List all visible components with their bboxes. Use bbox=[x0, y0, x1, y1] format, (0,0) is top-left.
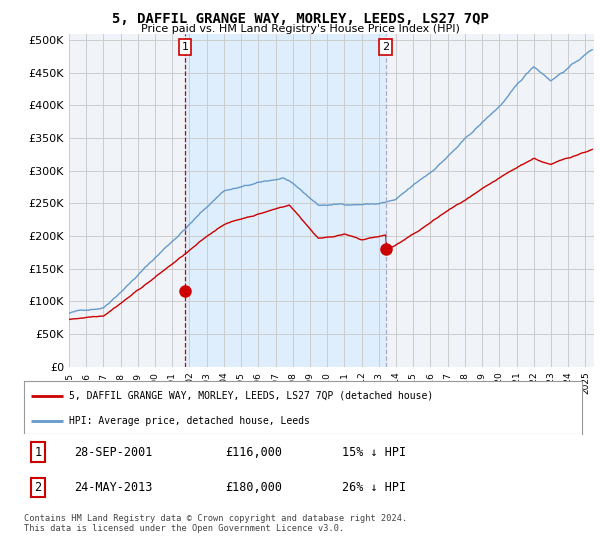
Text: 2: 2 bbox=[382, 42, 389, 52]
Text: 28-SEP-2001: 28-SEP-2001 bbox=[74, 446, 152, 459]
Text: 24-MAY-2013: 24-MAY-2013 bbox=[74, 481, 152, 494]
Text: 2: 2 bbox=[34, 481, 41, 494]
Text: £180,000: £180,000 bbox=[225, 481, 282, 494]
Text: 5, DAFFIL GRANGE WAY, MORLEY, LEEDS, LS27 7QP: 5, DAFFIL GRANGE WAY, MORLEY, LEEDS, LS2… bbox=[112, 12, 488, 26]
Text: HPI: Average price, detached house, Leeds: HPI: Average price, detached house, Leed… bbox=[68, 416, 310, 426]
Text: 15% ↓ HPI: 15% ↓ HPI bbox=[342, 446, 406, 459]
Text: 5, DAFFIL GRANGE WAY, MORLEY, LEEDS, LS27 7QP (detached house): 5, DAFFIL GRANGE WAY, MORLEY, LEEDS, LS2… bbox=[68, 391, 433, 401]
Text: 26% ↓ HPI: 26% ↓ HPI bbox=[342, 481, 406, 494]
Text: 1: 1 bbox=[34, 446, 41, 459]
Bar bbox=[185, 34, 386, 367]
Text: Price paid vs. HM Land Registry's House Price Index (HPI): Price paid vs. HM Land Registry's House … bbox=[140, 24, 460, 34]
Text: Contains HM Land Registry data © Crown copyright and database right 2024.
This d: Contains HM Land Registry data © Crown c… bbox=[24, 514, 407, 534]
Text: £116,000: £116,000 bbox=[225, 446, 282, 459]
Text: 1: 1 bbox=[182, 42, 188, 52]
